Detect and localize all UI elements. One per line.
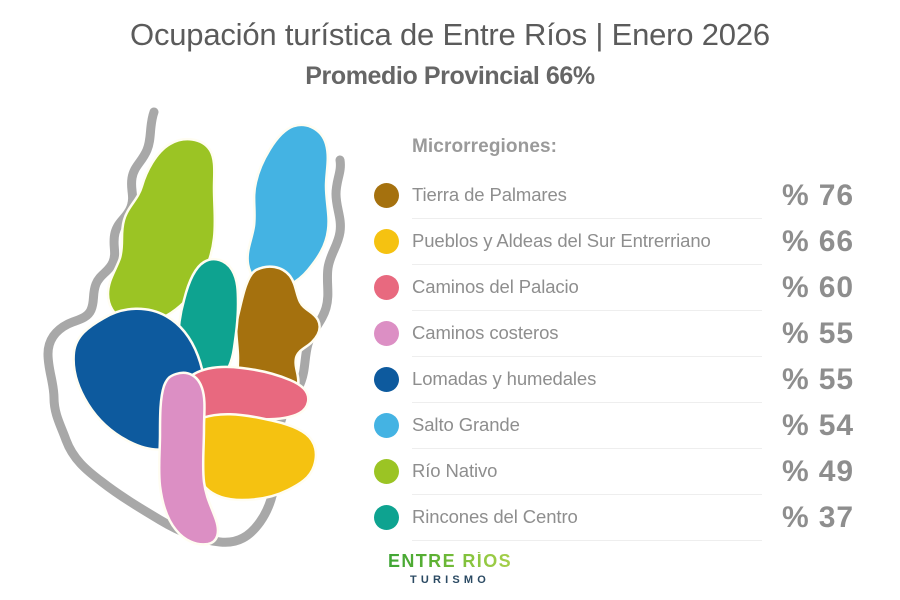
legend-swatch-rincones-del-centro xyxy=(374,505,399,531)
legend: Microrregiones: Tierra de Palmares % 76 P… xyxy=(374,136,886,541)
legend-row-salto-grande[interactable]: Salto Grande % 54 xyxy=(374,403,886,449)
legend-row-lomadas-y-humedales[interactable]: Lomadas y humedales % 55 xyxy=(374,357,886,403)
legend-label-cell: Rincones del Centro xyxy=(412,495,762,541)
legend-number-tierra-de-palmares: 76 xyxy=(818,178,855,212)
provincial-average-subtitle: Promedio Provincial 66% xyxy=(305,61,595,90)
region-caminos-costeros[interactable] xyxy=(157,371,220,546)
page-title: Ocupación turística de Entre Ríos | Ener… xyxy=(130,17,770,52)
legend-number-lomadas-y-humedales: 55 xyxy=(818,362,855,396)
legend-label-cell: Caminos del Palacio xyxy=(412,265,762,311)
legend-value-rio-nativo: % 49 xyxy=(762,454,886,488)
legend-row-rincones-del-centro[interactable]: Rincones del Centro % 37 xyxy=(374,495,886,541)
legend-swatch-lomadas-y-humedales xyxy=(374,367,399,393)
percent-symbol: % xyxy=(782,408,810,442)
province-outline xyxy=(43,107,345,547)
legend-swatch-tierra-de-palmares xyxy=(374,183,399,209)
legend-label-cell: Río Nativo xyxy=(412,449,762,495)
legend-label-pueblos-y-aldeas-del-sur-entrerriano: Pueblos y Aldeas del Sur Entrerriano xyxy=(412,230,711,252)
legend-swatch-caminos-del-palacio xyxy=(374,275,399,301)
percent-symbol: % xyxy=(782,500,810,534)
legend-label-rincones-del-centro: Rincones del Centro xyxy=(412,506,578,528)
legend-label-salto-grande: Salto Grande xyxy=(412,414,520,436)
legend-number-rio-nativo: 49 xyxy=(818,454,855,488)
legend-label-caminos-del-palacio: Caminos del Palacio xyxy=(412,276,579,298)
legend-row-caminos-del-palacio[interactable]: Caminos del Palacio % 60 xyxy=(374,265,886,311)
percent-symbol: % xyxy=(782,454,810,488)
legend-number-caminos-costeros: 55 xyxy=(818,316,855,350)
region-salto-grande[interactable] xyxy=(246,123,330,290)
legend-value-salto-grande: % 54 xyxy=(762,408,886,442)
legend-label-cell: Caminos costeros xyxy=(412,311,762,357)
entre-rios-turismo-logo: ENTRE RÍOS TURISMO xyxy=(0,551,900,586)
legend-value-lomadas-y-humedales: % 55 xyxy=(762,362,886,396)
legend-value-pueblos-y-aldeas-del-sur-entrerriano: % 66 xyxy=(762,224,886,258)
entre-rios-map xyxy=(8,78,388,548)
percent-symbol: % xyxy=(782,362,810,396)
legend-swatch-rio-nativo xyxy=(374,459,399,485)
legend-value-caminos-costeros: % 55 xyxy=(762,316,886,350)
region-pueblos-y-aldeas-del-sur-entrerriano[interactable] xyxy=(194,413,318,502)
legend-label-cell: Pueblos y Aldeas del Sur Entrerriano xyxy=(412,219,762,265)
legend-row-pueblos-y-aldeas-del-sur-entrerriano[interactable]: Pueblos y Aldeas del Sur Entrerriano % 66 xyxy=(374,219,886,265)
logo-tagline: TURISMO xyxy=(409,574,491,586)
legend-value-caminos-del-palacio: % 60 xyxy=(762,270,886,304)
legend-number-caminos-del-palacio: 60 xyxy=(818,270,855,304)
legend-label-tierra-de-palmares: Tierra de Palmares xyxy=(412,184,567,206)
legend-value-tierra-de-palmares: % 76 xyxy=(762,178,886,212)
legend-number-pueblos-y-aldeas-del-sur-entrerriano: 66 xyxy=(818,224,855,258)
legend-value-rincones-del-centro: % 37 xyxy=(762,500,886,534)
legend-row-rio-nativo[interactable]: Río Nativo % 49 xyxy=(374,449,886,495)
logo-wordmark: ENTRE RÍOS xyxy=(387,551,512,571)
legend-swatch-caminos-costeros xyxy=(374,321,399,347)
legend-number-salto-grande: 54 xyxy=(818,408,855,442)
map-svg xyxy=(43,107,345,547)
percent-symbol: % xyxy=(782,316,810,350)
percent-symbol: % xyxy=(782,270,810,304)
percent-symbol: % xyxy=(782,178,810,212)
legend-label-caminos-costeros: Caminos costeros xyxy=(412,322,559,344)
percent-symbol: % xyxy=(782,224,810,258)
legend-label-cell: Tierra de Palmares xyxy=(412,173,762,219)
legend-heading: Microrregiones: xyxy=(412,136,558,157)
legend-label-cell: Lomadas y humedales xyxy=(412,357,762,403)
legend-row-caminos-costeros[interactable]: Caminos costeros % 55 xyxy=(374,311,886,357)
legend-swatch-pueblos-y-aldeas-del-sur-entrerriano xyxy=(374,229,399,255)
legend-number-rincones-del-centro: 37 xyxy=(818,500,855,534)
header: Ocupación turística de Entre Ríos | Ener… xyxy=(0,0,900,90)
legend-swatch-salto-grande xyxy=(374,413,399,439)
legend-label-lomadas-y-humedales: Lomadas y humedales xyxy=(412,368,597,390)
legend-label-rio-nativo: Río Nativo xyxy=(412,460,498,482)
legend-row-tierra-de-palmares[interactable]: Tierra de Palmares % 76 xyxy=(374,173,886,219)
legend-label-cell: Salto Grande xyxy=(412,403,762,449)
